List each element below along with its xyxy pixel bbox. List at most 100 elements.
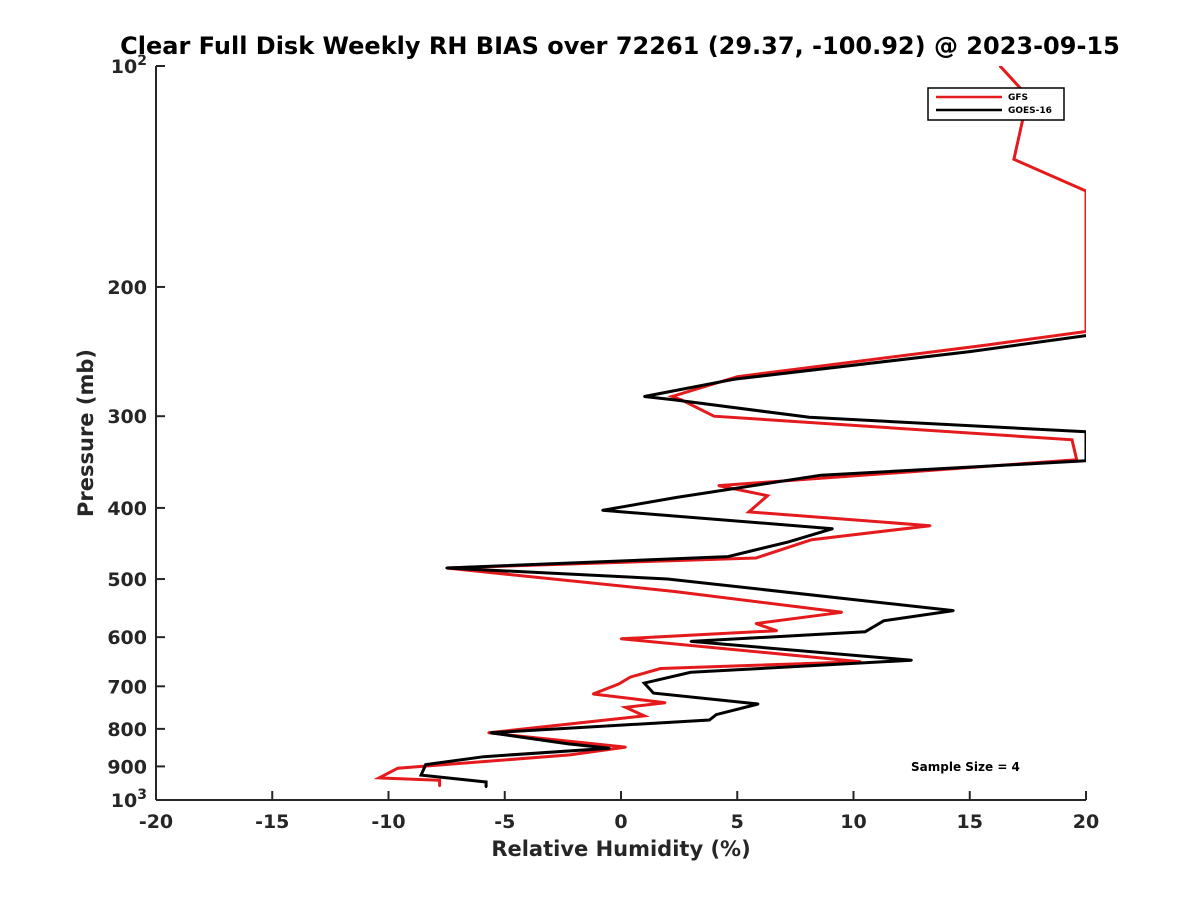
series-line-goes16 — [418, 334, 1086, 787]
x-tick-label: 5 — [731, 811, 744, 833]
data-point-gfs — [591, 692, 595, 696]
data-point-gfs — [487, 731, 490, 734]
data-point-goes16 — [1084, 459, 1086, 462]
data-point-gfs — [670, 395, 674, 398]
data-point-gfs — [396, 767, 399, 770]
x-tick-label: 0 — [614, 811, 627, 833]
data-point-goes16 — [424, 763, 427, 766]
y-ticks: 102 200 300 400 500 600 700 800 900 103 — [107, 53, 165, 812]
data-point-goes16 — [708, 718, 711, 722]
data-point-gfs — [659, 667, 662, 670]
x-tick-label: 20 — [1073, 811, 1099, 833]
data-point-goes16 — [419, 773, 423, 777]
y-tick-label: 102 — [111, 53, 147, 78]
data-point-gfs — [775, 629, 778, 632]
data-point-goes16 — [1084, 334, 1086, 337]
series-points-goes16 — [419, 334, 1086, 789]
data-point-goes16 — [689, 671, 692, 674]
data-point-goes16 — [484, 785, 488, 789]
data-point-goes16 — [757, 702, 760, 706]
data-point-goes16 — [666, 577, 669, 581]
y-tick-label: 900 — [107, 756, 147, 778]
data-point-gfs — [568, 753, 572, 757]
data-point-goes16 — [910, 659, 913, 662]
y-tick-label: 103 — [111, 787, 147, 812]
data-point-goes16 — [726, 555, 730, 558]
data-point-gfs — [438, 779, 441, 782]
legend-label-goes16: GOES-16 — [1008, 106, 1052, 116]
data-point-goes16 — [484, 780, 488, 784]
data-point-gfs — [664, 701, 667, 704]
legend-box — [927, 87, 1065, 121]
sample-size-annotation: Sample Size = 4 — [911, 760, 1020, 774]
y-tick-label: 800 — [107, 719, 147, 741]
x-tick-label: -20 — [139, 811, 173, 833]
x-tick-label: -10 — [371, 811, 405, 833]
data-point-goes16 — [608, 747, 611, 750]
data-point-goes16 — [652, 691, 655, 695]
data-point-gfs — [643, 714, 646, 718]
data-point-gfs — [998, 66, 1002, 68]
data-point-gfs — [717, 484, 720, 487]
data-point-goes16 — [1084, 430, 1086, 433]
data-point-gfs — [929, 524, 932, 527]
data-point-goes16 — [566, 742, 569, 745]
x-tick-label: 10 — [840, 811, 866, 833]
data-point-goes16 — [819, 474, 823, 477]
data-point-gfs — [1070, 438, 1074, 441]
data-point-gfs — [1084, 330, 1086, 333]
data-point-gfs — [673, 590, 676, 593]
y-tick-label: 200 — [107, 277, 147, 299]
data-point-goes16 — [489, 731, 492, 734]
data-point-gfs — [629, 675, 632, 679]
data-point-gfs — [624, 745, 627, 749]
data-point-gfs — [754, 556, 758, 560]
data-point-goes16 — [643, 681, 646, 685]
x-tick-label: -5 — [494, 811, 515, 833]
data-point-goes16 — [689, 640, 692, 643]
x-tick-label: 15 — [957, 811, 983, 833]
data-point-goes16 — [952, 609, 955, 612]
legend-label-gfs: GFS — [1008, 93, 1028, 103]
data-point-gfs — [1084, 189, 1086, 193]
data-point-gfs — [984, 343, 988, 347]
data-point-goes16 — [863, 630, 867, 633]
data-point-goes16 — [733, 377, 737, 381]
data-point-gfs — [766, 494, 769, 497]
data-point-goes16 — [643, 395, 646, 398]
data-point-gfs — [619, 637, 623, 640]
data-point-gfs — [624, 706, 627, 709]
data-point-goes16 — [482, 755, 485, 758]
data-point-gfs — [712, 415, 716, 418]
data-point-goes16 — [673, 398, 676, 402]
data-point-goes16 — [968, 350, 971, 353]
x-ticks: -20 -15 -10 -5 0 5 10 15 20 — [139, 791, 1099, 833]
data-point-gfs — [438, 784, 441, 788]
data-point-gfs — [1012, 158, 1016, 161]
data-point-goes16 — [715, 713, 718, 716]
data-point-goes16 — [831, 527, 834, 530]
chart-title: Clear Full Disk Weekly RH BIAS over 7226… — [120, 32, 1120, 60]
data-point-gfs — [378, 776, 381, 780]
data-point-gfs — [810, 538, 813, 541]
data-point-goes16 — [882, 619, 885, 622]
y-axis-label: Pressure (mb) — [74, 349, 98, 517]
x-axis-label: Relative Humidity (%) — [491, 837, 750, 861]
data-point-goes16 — [808, 416, 811, 419]
y-tick-label: 600 — [107, 627, 147, 649]
legend: GFS GOES-16 — [927, 87, 1065, 121]
data-point-goes16 — [445, 566, 448, 570]
y-tick-label: 500 — [107, 569, 147, 591]
data-point-goes16 — [787, 540, 790, 544]
y-tick-label: 700 — [107, 676, 147, 698]
data-point-gfs — [747, 510, 751, 514]
y-tick-label: 300 — [107, 406, 147, 428]
data-point-gfs — [754, 622, 758, 625]
y-tick-label: 400 — [107, 498, 147, 520]
x-tick-label: -15 — [255, 811, 289, 833]
data-point-goes16 — [675, 496, 678, 499]
series-layer — [373, 66, 1086, 789]
data-point-gfs — [617, 682, 620, 686]
data-point-gfs — [840, 611, 844, 614]
